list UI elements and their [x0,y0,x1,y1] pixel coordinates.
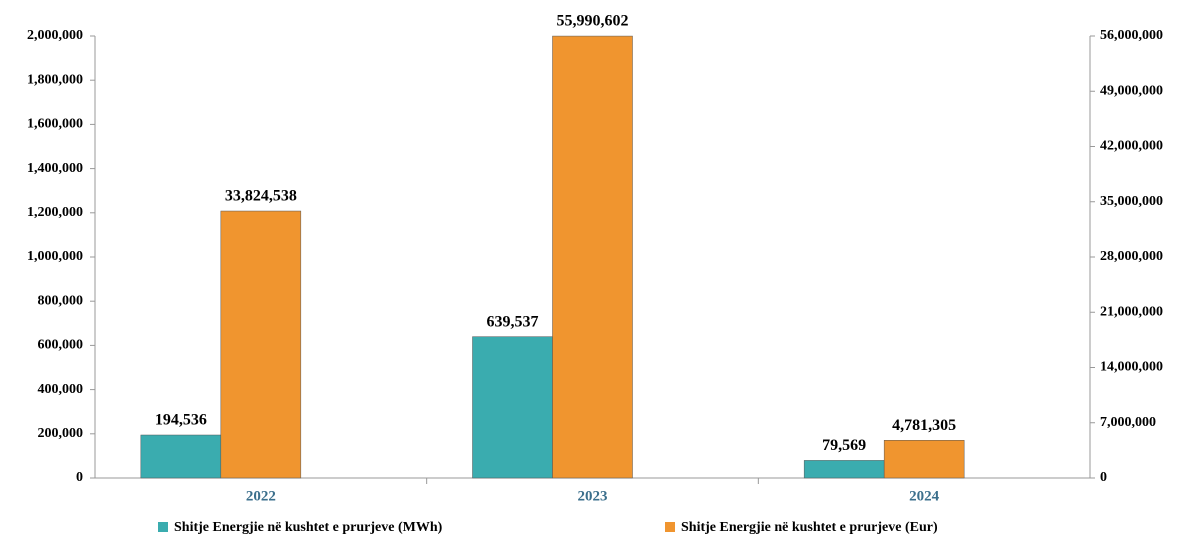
x-tick-label: 2024 [909,488,940,504]
bar [552,35,633,479]
y2-tick-label: 14,000,000 [1100,360,1163,375]
bar [220,210,302,479]
y-tick-label: 600,000 [38,338,84,353]
y2-tick-label: 35,000,000 [1100,194,1163,209]
y-tick-label: 0 [76,470,83,485]
y-tick-label: 1,200,000 [27,205,83,220]
bar [803,460,885,479]
x-tick-label: 2022 [246,488,276,504]
y-tick-label: 1,800,000 [27,72,83,87]
legend-label: Shitje Energjie në kushtet e prurjeve (M… [174,520,443,535]
data-label: 79,569 [822,437,866,454]
y2-tick-label: 28,000,000 [1100,249,1163,264]
x-tick-label: 2023 [578,488,608,504]
y-tick-label: 800,000 [38,293,84,308]
y-tick-label: 200,000 [38,426,84,441]
y2-tick-label: 21,000,000 [1100,304,1163,319]
y-tick-label: 400,000 [38,382,84,397]
data-label: 4,781,305 [892,417,956,434]
y-tick-label: 2,000,000 [27,28,83,43]
y2-tick-label: 7,000,000 [1100,415,1156,430]
y2-tick-label: 56,000,000 [1100,28,1163,43]
legend-label: Shitje Energjie në kushtet e prurjeve (E… [681,520,938,535]
legend-swatch [665,522,675,532]
y2-tick-label: 42,000,000 [1100,139,1163,154]
y-tick-label: 1,600,000 [27,117,83,132]
y2-tick-label: 49,000,000 [1100,83,1163,98]
data-label: 55,990,602 [557,13,629,30]
y-tick-label: 1,000,000 [27,249,83,264]
bar [472,336,553,479]
y2-tick-label: 0 [1100,470,1107,485]
legend-swatch [158,522,168,532]
data-label: 639,537 [487,313,539,330]
bar [140,434,222,479]
bar [883,440,965,479]
y-tick-label: 1,400,000 [27,161,83,176]
data-label: 194,536 [155,412,207,429]
data-label: 33,824,538 [225,188,297,205]
